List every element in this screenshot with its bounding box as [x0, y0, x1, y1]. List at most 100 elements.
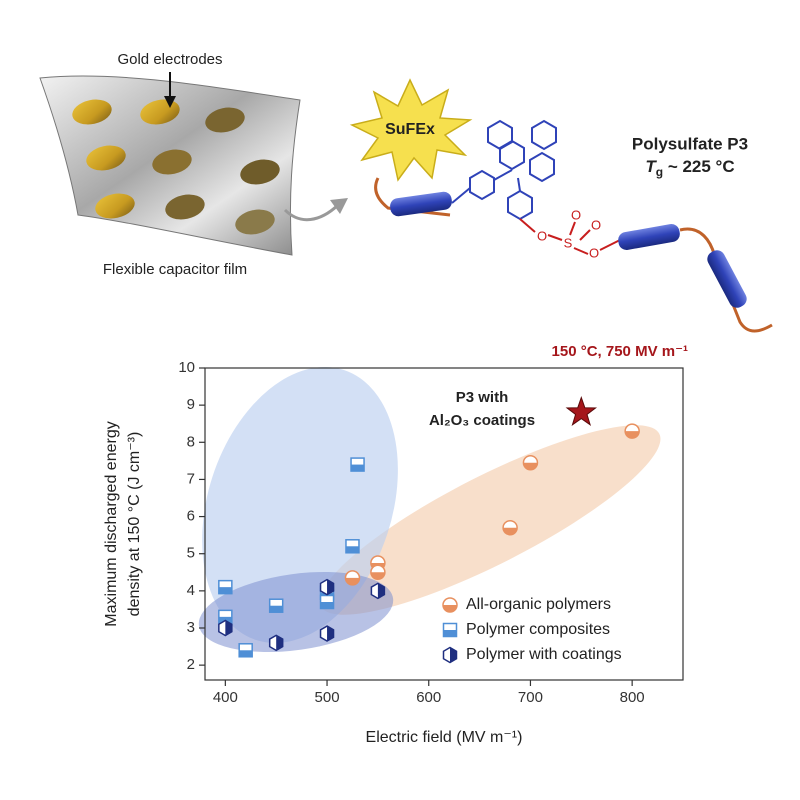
legend-label: All-organic polymers — [466, 596, 611, 613]
ring — [507, 189, 533, 221]
data-point — [522, 454, 539, 471]
reaction-label: SuFEx — [385, 121, 435, 138]
data-point — [502, 519, 518, 536]
marker-fill — [320, 602, 334, 609]
marker-fill — [625, 431, 640, 439]
chain-segment — [618, 224, 680, 250]
film-label: Flexible capacitor film — [103, 261, 247, 278]
electrode — [165, 194, 205, 220]
marker-fill — [327, 626, 334, 642]
bond — [547, 234, 563, 241]
chain-segment — [707, 250, 747, 308]
tg-symbol: T — [645, 157, 657, 176]
marker-fill — [276, 635, 283, 651]
data-point — [344, 570, 361, 586]
chain-segment — [390, 191, 452, 217]
electrode — [152, 149, 192, 175]
y-tick-label: 2 — [187, 656, 195, 673]
data-point — [218, 619, 233, 637]
legend-label: Polymer composites — [466, 621, 610, 638]
atom-label: O — [591, 217, 601, 232]
marker-fill — [523, 462, 538, 470]
marker-fill — [327, 579, 334, 595]
x-tick-label: 400 — [213, 689, 238, 706]
highlight-label: P3 with — [456, 389, 509, 406]
data-point — [345, 539, 360, 554]
data-point — [319, 594, 335, 610]
y-tick-label: 9 — [187, 396, 195, 413]
x-tick-label: 700 — [518, 689, 543, 706]
highlight-label: Al₂O₃ coatings — [429, 412, 535, 429]
legend-label: Polymer with coatings — [466, 646, 622, 663]
bond — [451, 187, 471, 204]
bond — [573, 247, 589, 255]
marker-fill — [443, 605, 457, 612]
chain — [374, 177, 451, 217]
capacitor-film: Gold electrodes Flexible capacitor film — [39, 51, 348, 278]
data-point — [238, 643, 253, 658]
legend-marker — [442, 597, 458, 613]
data-point — [268, 598, 284, 613]
data-point — [218, 579, 233, 595]
y-tick-label: 6 — [187, 508, 195, 525]
y-tick-label: 5 — [187, 545, 195, 562]
bond — [493, 169, 513, 181]
data-point — [370, 582, 386, 600]
electrode-label: Gold electrodes — [117, 51, 222, 68]
marker-fill — [503, 527, 518, 535]
ring — [487, 119, 513, 151]
x-tick-label: 500 — [315, 689, 340, 706]
highlight-star — [565, 396, 598, 426]
x-tick-label: 800 — [620, 689, 645, 706]
y-tick-label: 10 — [178, 359, 195, 376]
marker-fill — [218, 587, 232, 594]
data-point — [624, 423, 640, 439]
data-point — [350, 457, 365, 472]
ring — [499, 139, 525, 171]
x-tick-label: 600 — [416, 689, 441, 706]
electrode — [86, 145, 126, 171]
burst-shape — [349, 78, 473, 182]
marker-fill — [377, 583, 385, 599]
transition-arrowhead — [330, 198, 348, 214]
fluorene — [451, 119, 557, 221]
data-point — [319, 625, 335, 642]
atom-label: S — [564, 235, 573, 250]
polymer-name: Polysulfate P3 — [632, 134, 748, 153]
bond — [519, 218, 536, 233]
tg-subscript: g — [656, 165, 663, 179]
pointer-arrowhead — [164, 96, 176, 108]
y-tick-label: 3 — [187, 619, 195, 636]
ring — [529, 151, 555, 183]
shaded-regions — [198, 366, 661, 653]
marker-fill — [239, 650, 253, 657]
region-organic — [319, 425, 661, 615]
atom-label: O — [589, 245, 599, 260]
electrode — [95, 193, 135, 219]
y-tick-label: 8 — [187, 433, 195, 450]
data-point — [370, 564, 386, 581]
marker-fill — [345, 546, 359, 553]
ring — [531, 119, 557, 151]
electrode — [72, 99, 112, 125]
molecule: O S O O O — [374, 119, 773, 333]
sufex-burst: SuFEx — [349, 78, 473, 182]
tg-text: ~ 225 °C — [663, 157, 735, 176]
marker-fill — [345, 577, 360, 585]
marker-fill — [443, 630, 457, 637]
ring — [469, 169, 495, 201]
atom-label: O — [571, 207, 581, 222]
region-coatings — [198, 571, 394, 653]
plot-frame — [204, 367, 684, 681]
y-axis-title: Maximum discharged energy — [103, 421, 120, 626]
bond — [599, 239, 621, 251]
marker-fill — [351, 464, 365, 472]
marker-fill — [225, 620, 232, 636]
y-tick-label: 4 — [187, 582, 195, 599]
data-point — [268, 634, 284, 652]
marker-fill — [370, 572, 385, 580]
electrode — [240, 159, 280, 185]
atom-label: O — [537, 228, 547, 243]
legend-marker — [442, 646, 458, 664]
